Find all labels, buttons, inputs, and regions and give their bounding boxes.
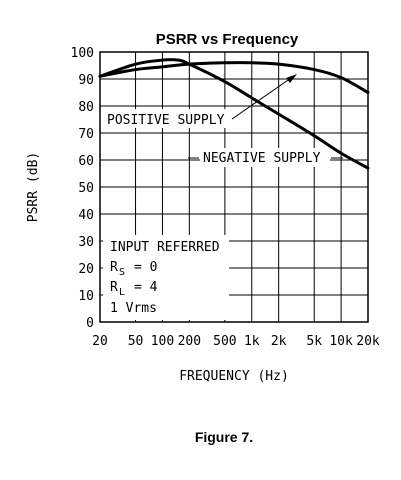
condition-level: 1 Vrms xyxy=(110,301,157,316)
y-tick-labels: 0 10 20 30 40 50 60 70 80 90 100 xyxy=(71,46,94,331)
y-tick-label: 0 xyxy=(86,316,94,331)
positive-label-background xyxy=(103,109,231,128)
rl-subscript: L xyxy=(119,287,125,298)
y-tick-label: 80 xyxy=(78,100,94,115)
rs-subscript: S xyxy=(119,267,125,278)
x-axis-label: FREQUENCY (Hz) xyxy=(179,369,289,384)
conditions-background xyxy=(103,235,229,320)
y-tick-label: 60 xyxy=(78,154,94,169)
rs-value: = 0 xyxy=(134,260,157,275)
y-tick-label: 20 xyxy=(78,262,94,277)
x-tick-label: 20 xyxy=(92,334,108,349)
plot-frame xyxy=(99,51,369,323)
y-tick-label: 100 xyxy=(71,46,94,61)
y-tick-label: 90 xyxy=(78,73,94,88)
x-tick-label: 100 xyxy=(151,334,174,349)
figure-caption: Figure 7. xyxy=(195,429,253,445)
condition-rs: R S = 0 xyxy=(110,260,157,278)
rl-symbol: R xyxy=(110,280,118,295)
x-tick-label: 500 xyxy=(213,334,236,349)
negative-supply-label: NEGATIVE SUPPLY xyxy=(203,151,321,166)
x-tick-labels: 20 50 100 200 500 1k 2k 5k 10k 20k xyxy=(92,334,380,349)
y-tick-label: 50 xyxy=(78,181,94,196)
rl-value: = 4 xyxy=(134,280,158,295)
condition-input-referred: INPUT REFERRED xyxy=(110,240,220,255)
rs-symbol: R xyxy=(110,260,118,275)
x-tick-label: 1k xyxy=(244,334,260,349)
y-tick-label: 70 xyxy=(78,127,94,142)
y-axis-label: PSRR (dB) xyxy=(26,152,41,222)
positive-supply-label: POSITIVE SUPPLY xyxy=(107,113,225,128)
y-tick-label: 40 xyxy=(78,208,94,223)
positive-supply-arrowhead xyxy=(286,74,297,83)
x-tick-label: 20k xyxy=(356,334,380,349)
condition-rl: R L = 4 xyxy=(110,280,158,298)
negative-label-background xyxy=(200,148,330,167)
x-tick-label: 200 xyxy=(178,334,201,349)
y-tick-label: 10 xyxy=(78,289,94,304)
y-tick-label: 30 xyxy=(78,235,94,250)
x-tick-label: 10k xyxy=(329,334,353,349)
negative-supply-line xyxy=(98,58,370,170)
x-tick-label: 50 xyxy=(128,334,144,349)
x-tick-label: 2k xyxy=(271,334,287,349)
positive-supply-leader xyxy=(231,77,292,120)
series-lines xyxy=(98,58,370,170)
positive-supply-line xyxy=(98,61,370,94)
chart-title: PSRR vs Frequency xyxy=(156,31,299,48)
x-tick-label: 5k xyxy=(306,334,322,349)
